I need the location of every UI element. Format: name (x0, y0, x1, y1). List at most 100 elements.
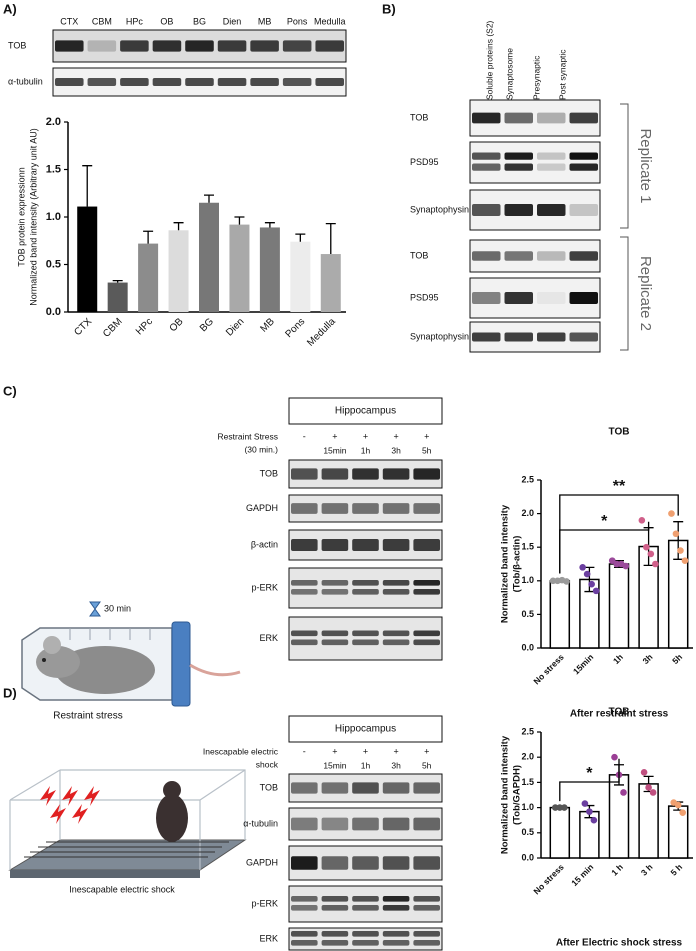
treatment-mark: + (424, 746, 429, 756)
band (413, 817, 440, 831)
y-tick-label: 1.0 (46, 211, 61, 223)
x-axis-label: After restraint stress (570, 709, 669, 720)
lane-label: HPc (126, 16, 144, 26)
band (569, 292, 598, 304)
y-tick-label: 0.5 (521, 609, 534, 619)
band (382, 905, 410, 911)
band (413, 580, 440, 586)
x-tick-label: CTX (72, 316, 94, 338)
blot (288, 567, 443, 609)
band (472, 152, 501, 160)
x-tick-label: CBM (101, 316, 125, 340)
error-bar (295, 233, 306, 242)
x-tick-label: Dien (224, 316, 246, 338)
band (504, 332, 533, 342)
band (217, 78, 247, 86)
y-tick-label: 2.5 (521, 726, 534, 736)
band (413, 782, 440, 794)
lane-label: Soluble proteins (S2) (484, 20, 494, 100)
data-point (672, 530, 680, 538)
significance-bracket (559, 494, 679, 574)
time-label: 1h (361, 445, 371, 455)
lane-label: Presynaptic (531, 55, 541, 100)
error-bar (234, 216, 245, 225)
y-tick-label: 2.0 (521, 508, 534, 518)
y-tick-label: 1.5 (46, 163, 61, 175)
band (352, 639, 379, 646)
band (321, 539, 349, 551)
y-axis-label: (Tob/GAPDH) (512, 765, 523, 825)
band (55, 78, 84, 86)
data-point (611, 753, 618, 761)
condition-label: Inescapable electric (203, 746, 279, 756)
blot-row-label: β-actin (251, 539, 278, 549)
band (291, 905, 318, 911)
y-axis-label: TOB protein expressionn (16, 167, 26, 266)
blot-row-label: p-ERK (251, 582, 278, 592)
data-point (674, 801, 682, 809)
band (321, 940, 349, 946)
band (352, 905, 379, 911)
band (321, 580, 349, 586)
band (217, 40, 247, 52)
error-bar (264, 222, 275, 228)
band (291, 940, 318, 946)
x-axis-label: After Electric shock stress (556, 938, 683, 949)
band (504, 152, 533, 160)
blot-row-label: TOB (260, 782, 278, 792)
bar (549, 806, 571, 859)
band (291, 639, 318, 646)
data-point (620, 789, 627, 796)
blot-row-label: ERK (259, 933, 278, 943)
band (413, 539, 440, 551)
data-point (590, 816, 598, 824)
band (352, 782, 379, 794)
bar (138, 243, 159, 312)
significance-label: * (586, 765, 593, 782)
x-tick-label: HPc (134, 316, 155, 337)
x-tick-label: OB (168, 316, 186, 334)
error-bar (112, 280, 123, 283)
band (55, 40, 84, 52)
bar (320, 254, 341, 312)
time-label: 3h (391, 445, 401, 455)
time-label: 15min (323, 445, 346, 455)
treatment-mark: + (424, 431, 429, 441)
bar (168, 230, 189, 312)
band (352, 817, 379, 831)
band (413, 856, 440, 870)
band (321, 630, 349, 637)
bar (638, 783, 659, 859)
replicate-label: Replicate 1 (637, 128, 654, 203)
band (537, 251, 566, 261)
band (382, 817, 410, 831)
band (352, 503, 379, 514)
x-tick-label: BG (198, 316, 216, 334)
x-tick-label: Pons (283, 316, 307, 340)
blot-row-label: Synaptophysin (410, 204, 469, 214)
region-box (288, 715, 443, 743)
x-tick-label: No stress (531, 652, 566, 687)
x-tick-label: 5h (670, 652, 684, 666)
data-point (583, 570, 591, 578)
time-label: 1h (361, 760, 371, 770)
treatment-mark: + (393, 746, 398, 756)
illustration-caption: Inescapable electric shock (69, 884, 175, 894)
data-point (679, 809, 686, 816)
band (291, 539, 318, 551)
data-point (638, 517, 646, 524)
band (382, 940, 410, 946)
band (321, 589, 349, 595)
data-point (649, 789, 657, 796)
error-bar (82, 165, 93, 207)
band (250, 40, 279, 52)
x-tick-label: 5 h (668, 862, 684, 878)
band (472, 204, 501, 216)
blot-row-label: TOB (410, 250, 428, 260)
data-point (647, 550, 655, 558)
band (152, 40, 182, 52)
error-bar (673, 521, 684, 560)
band (352, 896, 379, 902)
blot-row-label: GAPDH (246, 857, 278, 867)
